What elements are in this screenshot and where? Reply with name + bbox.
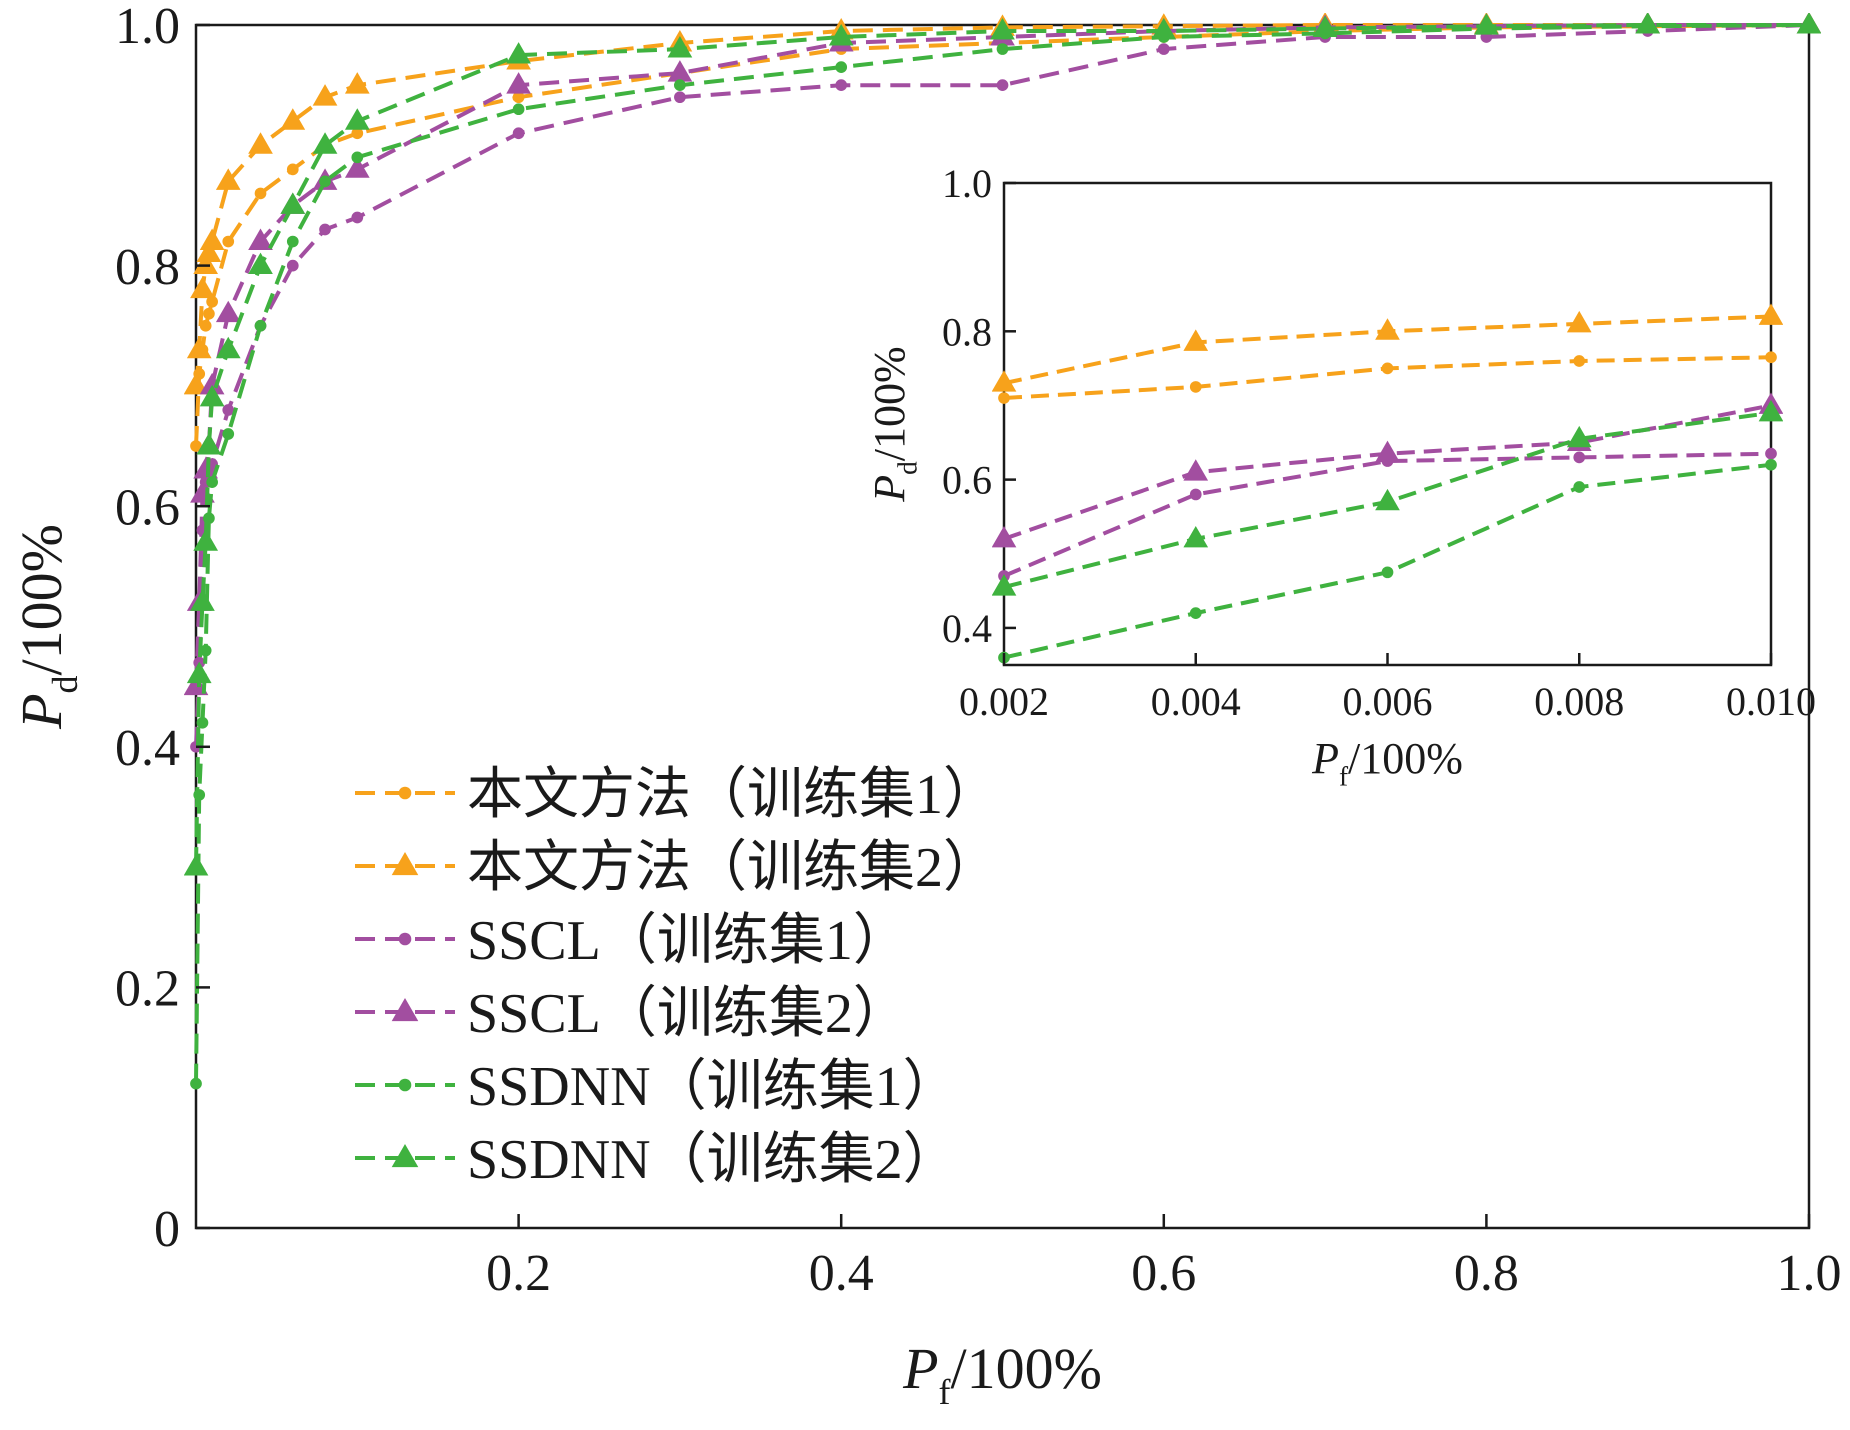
y-tick-label: 0.8 bbox=[115, 239, 180, 296]
series-5-point bbox=[319, 176, 331, 188]
y-tick-label: 0.8 bbox=[942, 309, 992, 354]
x-tick-label: 0.004 bbox=[1151, 679, 1241, 724]
series-3-point bbox=[319, 224, 331, 236]
legend-swatch-marker bbox=[399, 1079, 412, 1092]
y-tick-label: 0.4 bbox=[942, 606, 992, 651]
legend-entry-6: SSDNN（训练集2） bbox=[467, 1129, 959, 1191]
legend-entry-3: SSCL（训练集1） bbox=[467, 910, 909, 972]
series-5-point bbox=[1765, 459, 1777, 471]
x-tick-label: 0.008 bbox=[1534, 679, 1624, 724]
series-5-point bbox=[206, 476, 218, 488]
series-6-point bbox=[1635, 12, 1660, 33]
series-3-point bbox=[513, 127, 525, 139]
series-3-point bbox=[1158, 43, 1170, 55]
series-3-point bbox=[1573, 452, 1585, 464]
series-5-point bbox=[197, 717, 209, 729]
series-5-point bbox=[287, 236, 299, 248]
x-tick-label: 0.006 bbox=[1343, 679, 1433, 724]
y-tick-label: 0.6 bbox=[942, 458, 992, 503]
x-tick-label: 0.6 bbox=[1131, 1245, 1196, 1302]
series-3-point bbox=[287, 260, 299, 272]
x-axis-title: Pf/100% bbox=[1311, 734, 1463, 791]
series-1-point bbox=[998, 392, 1010, 404]
legend-swatch-marker bbox=[399, 933, 412, 946]
y-tick-label: 1.0 bbox=[115, 0, 180, 55]
legend-swatch-marker bbox=[399, 787, 412, 800]
x-tick-label: 0.8 bbox=[1454, 1245, 1519, 1302]
series-5-point bbox=[997, 43, 1009, 55]
y-tick-label: 0.4 bbox=[115, 720, 180, 777]
series-5-point bbox=[513, 103, 525, 115]
series-1-point bbox=[1382, 363, 1394, 375]
legend-entry-5: SSDNN（训练集1） bbox=[467, 1056, 959, 1118]
series-1-point bbox=[203, 308, 215, 320]
series-5-point bbox=[255, 320, 267, 332]
series-5-point bbox=[1190, 607, 1202, 619]
series-1-point bbox=[287, 164, 299, 176]
series-1-point bbox=[1190, 381, 1202, 393]
series-3-point bbox=[351, 212, 363, 224]
series-5-point bbox=[1382, 566, 1394, 578]
x-axis-title: Pf/100% bbox=[902, 1336, 1102, 1412]
series-5-point bbox=[190, 1078, 202, 1090]
y-tick-label: 1.0 bbox=[942, 161, 992, 206]
series-5-point bbox=[674, 79, 686, 91]
roc-figure: 0 0.2 0.4 0.6 0.8 1.0 0.2 0.4 0.6 0.8 1.0 Pf/100% Pd… bbox=[0, 0, 1850, 1430]
series-5-point bbox=[351, 151, 363, 163]
series-3-point bbox=[1190, 489, 1202, 501]
plot-frame bbox=[1004, 183, 1771, 665]
x-tick-label: 0.2 bbox=[486, 1245, 551, 1302]
series-5-point bbox=[835, 61, 847, 73]
y-axis-title: Pd/100% bbox=[9, 524, 85, 730]
series-1-point bbox=[255, 188, 267, 200]
series-3-point bbox=[997, 79, 1009, 91]
x-tick-label: 1.0 bbox=[1777, 1245, 1842, 1302]
legend-entry-1: 本文方法（训练集1） bbox=[467, 764, 999, 826]
series-1-point bbox=[1765, 351, 1777, 363]
x-tick-label: 0.010 bbox=[1726, 679, 1816, 724]
y-tick-label: 0 bbox=[154, 1201, 180, 1258]
x-tick-label: 0.4 bbox=[809, 1245, 874, 1302]
series-6-point bbox=[1797, 12, 1822, 33]
y-tick-label: 0.2 bbox=[115, 961, 180, 1018]
legend-entry-2: 本文方法（训练集2） bbox=[467, 837, 999, 899]
series-5-point bbox=[1573, 481, 1585, 493]
y-tick-label: 0.6 bbox=[115, 479, 180, 536]
y-axis-title: Pd/100% bbox=[865, 346, 922, 502]
series-3-point bbox=[835, 79, 847, 91]
series-5-point bbox=[222, 428, 234, 440]
x-tick-label: 0.002 bbox=[959, 679, 1049, 724]
series-3-point bbox=[1765, 448, 1777, 460]
series-1-point bbox=[1573, 355, 1585, 367]
series-1-point bbox=[222, 236, 234, 248]
series-3-point bbox=[674, 91, 686, 103]
legend-entry-4: SSCL（训练集2） bbox=[467, 983, 909, 1045]
